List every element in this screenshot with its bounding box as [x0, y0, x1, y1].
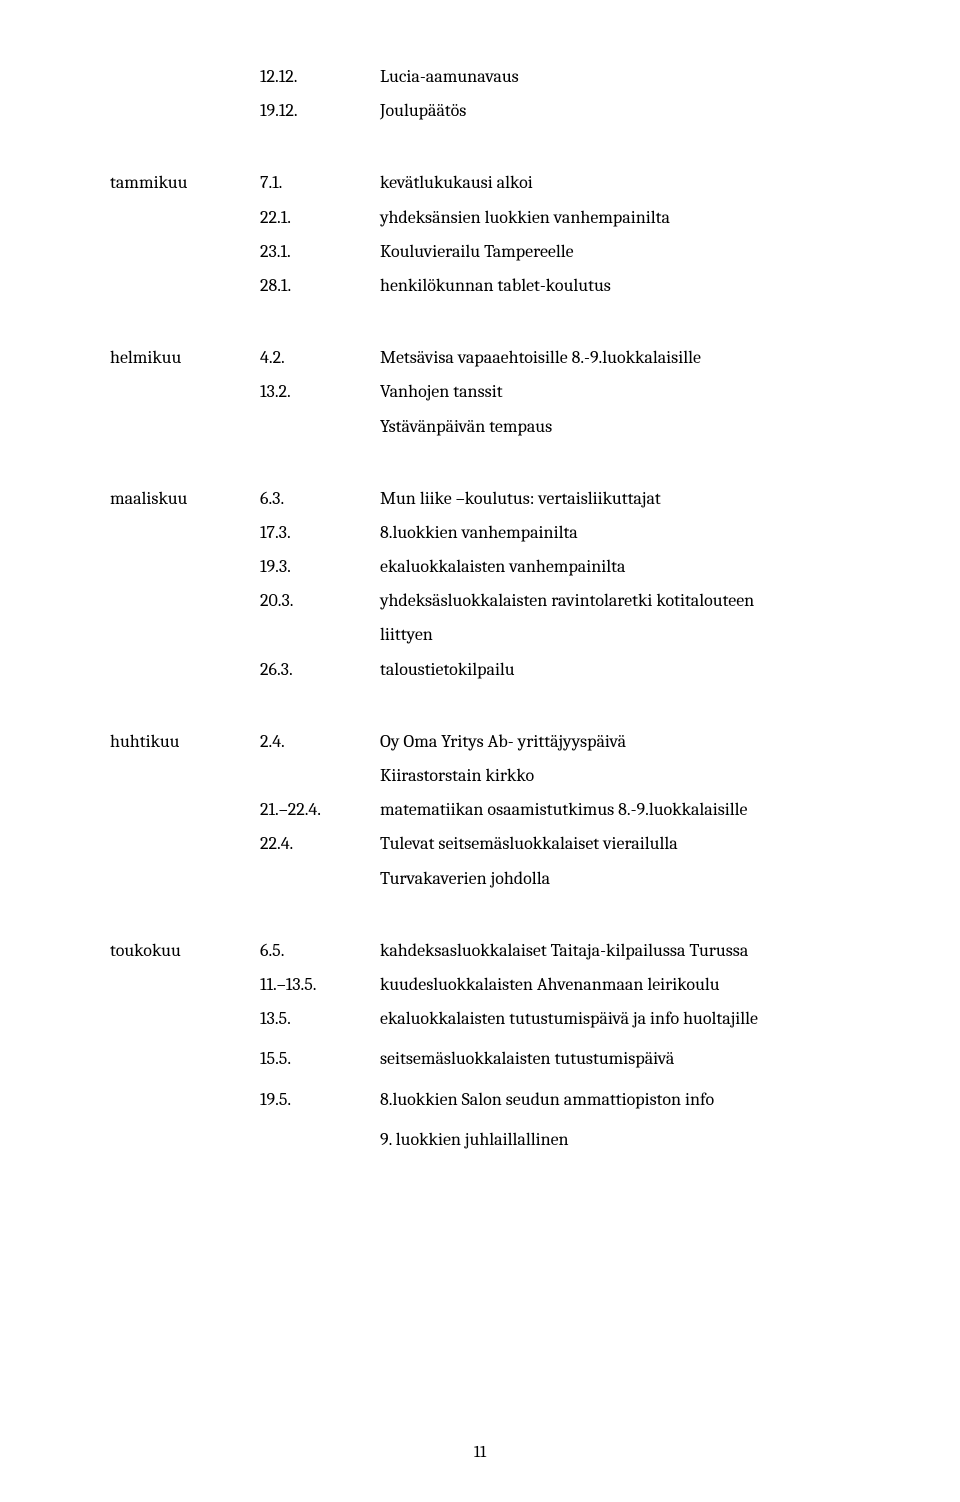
event-desc: yhdeksänsien luokkien vanhempainilta: [380, 201, 850, 235]
event-row: huhtikuu 2.4. Oy Oma Yritys Ab- yrittäjy…: [110, 725, 850, 759]
month-label: tammikuu: [110, 166, 260, 200]
event-row: 22.4. Tulevat seitsemäsluokkalaiset vier…: [110, 827, 850, 861]
event-desc: kevätlukukausi alkoi: [380, 166, 850, 200]
event-desc: Lucia-aamunavaus: [380, 60, 850, 94]
event-date: 12.12.: [260, 60, 380, 94]
event-row: 19.12. Joulupäätös: [110, 94, 850, 128]
event-date: 22.1.: [260, 201, 380, 235]
event-row: 28.1. henkilökunnan tablet-koulutus: [110, 269, 850, 303]
event-row: 12.12. Lucia-aamunavaus: [110, 60, 850, 94]
month-label: huhtikuu: [110, 725, 260, 759]
event-date: 23.1.: [260, 235, 380, 269]
event-date: 26.3.: [260, 653, 380, 687]
event-date: 20.3.: [260, 584, 380, 618]
event-date: 13.5.: [260, 1002, 380, 1036]
event-continuation: 9. luokkien juhlaillallinen: [380, 1123, 850, 1157]
event-desc: matematiikan osaamistutkimus 8.-9.luokka…: [380, 793, 850, 827]
document-page: 12.12. Lucia-aamunavaus 19.12. Joulupäät…: [0, 0, 960, 1502]
event-date: 2.4.: [260, 725, 380, 759]
event-row: 15.5. seitsemäsluokkalaisten tutustumisp…: [110, 1042, 850, 1076]
event-desc: Tulevat seitsemäsluokkalaiset vierailull…: [380, 827, 850, 861]
month-label: helmikuu: [110, 341, 260, 375]
event-row: 26.3. taloustietokilpailu: [110, 653, 850, 687]
event-row: toukokuu 6.5. kahdeksasluokkalaiset Tait…: [110, 934, 850, 968]
event-date: 13.2.: [260, 375, 380, 409]
event-date: 6.3.: [260, 482, 380, 516]
event-row: 11.–13.5. kuudesluokkalaisten Ahvenanmaa…: [110, 968, 850, 1002]
event-desc: henkilökunnan tablet-koulutus: [380, 269, 850, 303]
event-desc: ekaluokkalaisten tutustumispäivä ja info…: [380, 1002, 850, 1036]
event-desc: 8.luokkien Salon seudun ammattiopiston i…: [380, 1083, 850, 1117]
section-maaliskuu: maaliskuu 6.3. Mun liike –koulutus: vert…: [110, 482, 850, 687]
event-continuation: Turvakaverien johdolla: [380, 862, 850, 896]
event-desc: Metsävisa vapaaehtoisille 8.-9.luokkalai…: [380, 341, 850, 375]
event-date: 11.–13.5.: [260, 968, 380, 1002]
event-desc: taloustietokilpailu: [380, 653, 850, 687]
month-label: toukokuu: [110, 934, 260, 968]
event-row: 19.5. 8.luokkien Salon seudun ammattiopi…: [110, 1083, 850, 1117]
page-number: 11: [0, 1443, 960, 1462]
event-date: 19.12.: [260, 94, 380, 128]
event-desc: ekaluokkalaisten vanhempainilta: [380, 550, 850, 584]
event-date: 21.–22.4.: [260, 793, 380, 827]
event-desc: Joulupäätös: [380, 94, 850, 128]
section-toukokuu: toukokuu 6.5. kahdeksasluokkalaiset Tait…: [110, 934, 850, 1157]
event-desc: Oy Oma Yritys Ab- yrittäjyyspäivä: [380, 725, 850, 759]
section-huhtikuu: huhtikuu 2.4. Oy Oma Yritys Ab- yrittäjy…: [110, 725, 850, 896]
event-date: 7.1.: [260, 166, 380, 200]
event-date: 17.3.: [260, 516, 380, 550]
event-desc: Kouluvierailu Tampereelle: [380, 235, 850, 269]
event-row: 17.3. 8.luokkien vanhempainilta: [110, 516, 850, 550]
event-desc: kuudesluokkalaisten Ahvenanmaan leirikou…: [380, 968, 850, 1002]
event-desc: yhdeksäsluokkalaisten ravintolaretki kot…: [380, 584, 850, 618]
event-row: 23.1. Kouluvierailu Tampereelle: [110, 235, 850, 269]
event-date: 28.1.: [260, 269, 380, 303]
event-date: 19.5.: [260, 1083, 380, 1117]
event-date: 22.4.: [260, 827, 380, 861]
event-row: 21.–22.4. matematiikan osaamistutkimus 8…: [110, 793, 850, 827]
section-december: 12.12. Lucia-aamunavaus 19.12. Joulupäät…: [110, 60, 850, 128]
event-row: 19.3. ekaluokkalaisten vanhempainilta: [110, 550, 850, 584]
event-desc: seitsemäsluokkalaisten tutustumispäivä: [380, 1042, 850, 1076]
event-continuation: Kiirastorstain kirkko: [380, 759, 850, 793]
event-row: 13.2. Vanhojen tanssit: [110, 375, 850, 409]
event-continuation: liittyen: [380, 618, 850, 652]
event-desc: kahdeksasluokkalaiset Taitaja-kilpailuss…: [380, 934, 850, 968]
event-row: 13.5. ekaluokkalaisten tutustumispäivä j…: [110, 1002, 850, 1036]
event-date: 6.5.: [260, 934, 380, 968]
section-helmikuu: helmikuu 4.2. Metsävisa vapaaehtoisille …: [110, 341, 850, 444]
event-row: tammikuu 7.1. kevätlukukausi alkoi: [110, 166, 850, 200]
month-label: maaliskuu: [110, 482, 260, 516]
event-date: 19.3.: [260, 550, 380, 584]
event-row: helmikuu 4.2. Metsävisa vapaaehtoisille …: [110, 341, 850, 375]
event-row: maaliskuu 6.3. Mun liike –koulutus: vert…: [110, 482, 850, 516]
section-tammikuu: tammikuu 7.1. kevätlukukausi alkoi 22.1.…: [110, 166, 850, 303]
event-desc: Vanhojen tanssit: [380, 375, 850, 409]
event-desc: 8.luokkien vanhempainilta: [380, 516, 850, 550]
event-date: 15.5.: [260, 1042, 380, 1076]
event-date: 4.2.: [260, 341, 380, 375]
event-continuation: Ystävänpäivän tempaus: [380, 410, 850, 444]
event-row: 20.3. yhdeksäsluokkalaisten ravintolaret…: [110, 584, 850, 618]
event-row: 22.1. yhdeksänsien luokkien vanhempainil…: [110, 201, 850, 235]
event-desc: Mun liike –koulutus: vertaisliikuttajat: [380, 482, 850, 516]
